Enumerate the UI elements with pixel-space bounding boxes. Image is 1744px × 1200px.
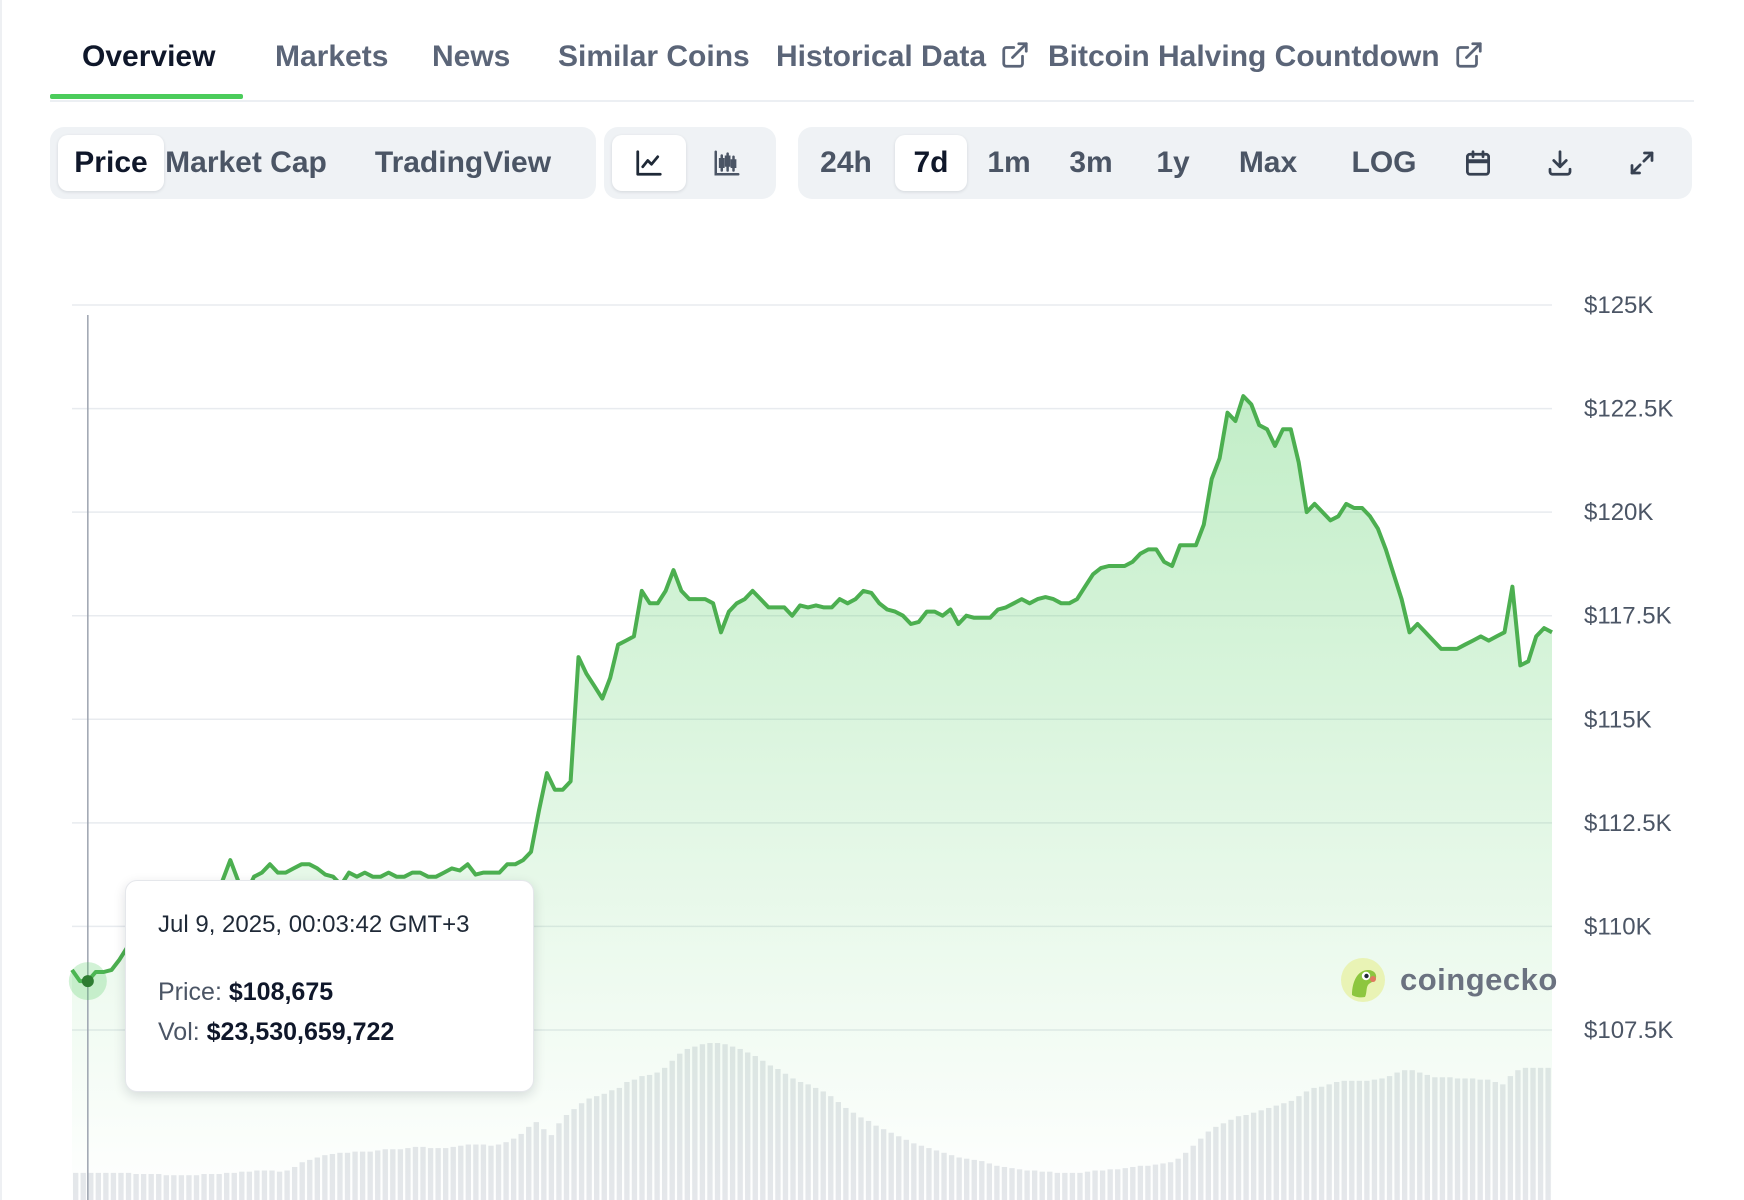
calendar-button[interactable] (1448, 135, 1508, 191)
tab-bitcoin-halving-countdown[interactable]: Bitcoin Halving Countdown (1048, 40, 1484, 78)
tab-label: Overview (82, 40, 216, 73)
time-range-switcher: 24h 7d 1m 3m 1y Max LOG (798, 127, 1692, 199)
download-icon (1545, 148, 1575, 178)
fullscreen-button[interactable] (1612, 135, 1672, 191)
price-line (70, 394, 1553, 984)
range-1y-button[interactable]: 1y (1135, 135, 1211, 191)
external-link-icon (1454, 40, 1484, 78)
tab-label: News (432, 40, 511, 73)
line-chart-button[interactable] (612, 135, 686, 191)
active-tab-indicator (50, 94, 243, 99)
page-edge (0, 0, 2, 1200)
y-axis-label: $107.5K (1584, 1017, 1673, 1044)
tooltip-price-row: Price: $108,675 (158, 978, 333, 1007)
y-axis-label: $110K (1584, 913, 1652, 940)
coingecko-watermark: coingecko (1340, 955, 1558, 1005)
y-axis-label: $120K (1584, 499, 1653, 526)
y-axis-label: $122.5K (1584, 396, 1673, 423)
tab-label: Historical Data (776, 40, 987, 73)
tab-label: Similar Coins (558, 40, 750, 73)
line-chart-icon (634, 148, 664, 178)
y-axis-label: $117.5K (1584, 603, 1672, 630)
download-button[interactable] (1530, 135, 1590, 191)
tooltip-price-label: Price: (158, 978, 222, 1006)
tab-news[interactable]: News (432, 40, 510, 74)
external-link-icon (1000, 40, 1030, 78)
hover-marker (81, 975, 94, 988)
range-log-button[interactable]: LOG (1332, 135, 1436, 191)
tooltip-volume-label: Vol: (158, 1018, 200, 1046)
range-3m-button[interactable]: 3m (1048, 135, 1134, 191)
range-log-button-label: LOG (1351, 146, 1417, 179)
market-cap-button-label: Market Cap (165, 146, 327, 179)
tab-overview[interactable]: Overview (82, 40, 215, 74)
tooltip-volume-value: $23,530,659,722 (206, 1018, 395, 1046)
tab-historical-data[interactable]: Historical Data (776, 40, 1030, 78)
tradingview-button[interactable]: TradingView (336, 135, 590, 191)
range-7d-button[interactable]: 7d (895, 135, 967, 191)
price-button[interactable]: Price (58, 135, 164, 191)
tooltip-volume-row: Vol: $23,530,659,722 (158, 1018, 394, 1047)
tab-label: Bitcoin Halving Countdown (1048, 40, 1440, 73)
range-24h-button[interactable]: 24h (808, 135, 884, 191)
range-max-button[interactable]: Max (1213, 135, 1323, 191)
y-axis-label: $112.5K (1584, 810, 1672, 837)
chart-tooltip: Jul 9, 2025, 00:03:42 GMT+3 Price: $108,… (125, 880, 534, 1092)
tradingview-button-label: TradingView (374, 146, 552, 179)
price-button-label: Price (74, 146, 148, 179)
y-axis-label: $125K (1584, 292, 1653, 319)
fullscreen-icon (1627, 148, 1657, 178)
coin-tabs: Overview Markets News Similar Coins Historic… (50, 22, 1694, 102)
range-max-button-label: Max (1238, 146, 1298, 179)
tooltip-price-value: $108,675 (228, 978, 334, 1006)
tab-markets[interactable]: Markets (275, 40, 388, 74)
tab-label: Markets (275, 40, 389, 73)
y-axis-label: $115K (1584, 706, 1652, 733)
range-1m-button[interactable]: 1m (970, 135, 1048, 191)
market-cap-button[interactable]: Market Cap (165, 135, 327, 191)
candlestick-chart-icon (712, 148, 742, 178)
range-1y-button-label: 1y (1156, 146, 1190, 179)
range-7d-button-label: 7d (913, 146, 949, 179)
chart-style-switcher (604, 127, 776, 199)
range-24h-button-label: 24h (820, 146, 872, 179)
range-1m-button-label: 1m (987, 146, 1031, 179)
range-3m-button-label: 3m (1069, 146, 1113, 179)
tab-similar-coins[interactable]: Similar Coins (558, 40, 750, 74)
calendar-icon (1463, 148, 1493, 178)
coingecko-logo-icon (1341, 958, 1385, 1002)
data-type-switcher: Price Market Cap TradingView (50, 127, 596, 199)
watermark-text: coingecko (1400, 962, 1558, 997)
candlestick-chart-button[interactable] (686, 135, 768, 191)
tooltip-date: Jul 9, 2025, 00:03:42 GMT+3 (158, 911, 470, 938)
